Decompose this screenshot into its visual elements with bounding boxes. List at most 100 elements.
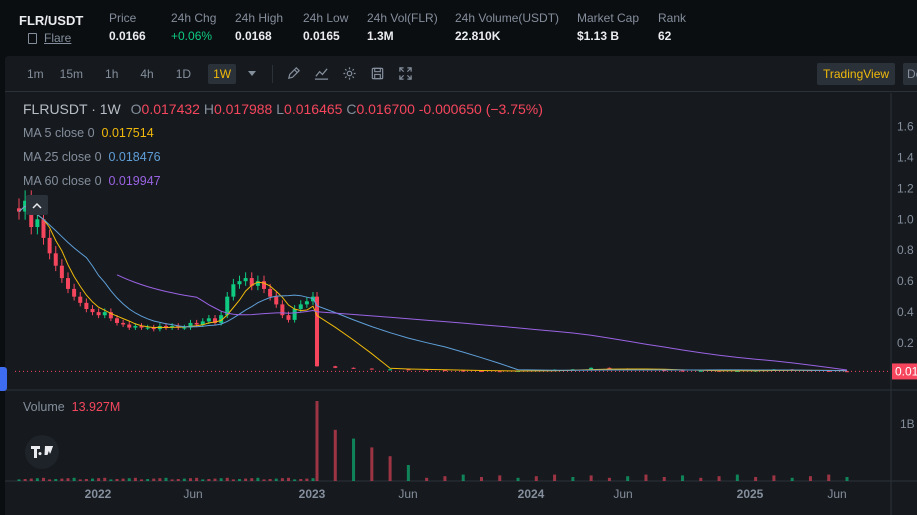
stat-value: 1.3M bbox=[367, 29, 394, 43]
volume-bar bbox=[250, 478, 254, 481]
timeframe-1w[interactable]: 1W bbox=[208, 63, 237, 84]
candle-body bbox=[249, 278, 254, 286]
volume-bar bbox=[91, 478, 94, 481]
pair-symbol[interactable]: FLR/USDT bbox=[19, 13, 84, 28]
depth-button[interactable]: Depth bbox=[903, 63, 917, 85]
tradingview-button[interactable]: TradingView bbox=[817, 63, 896, 85]
volume-bar bbox=[681, 475, 685, 481]
candle-body bbox=[121, 322, 126, 325]
candle-body bbox=[231, 284, 236, 297]
stat-24h-change: 24h Chg +0.06% bbox=[171, 11, 216, 43]
fullscreen-icon[interactable] bbox=[397, 66, 413, 82]
candle-body bbox=[90, 309, 95, 313]
candle-body bbox=[698, 370, 703, 372]
tradingview-logo-icon[interactable] bbox=[25, 435, 59, 469]
volume-axis-tick: 1B bbox=[900, 417, 915, 431]
volume-bar bbox=[103, 477, 107, 481]
price-axis-tick: 1.0 bbox=[897, 212, 914, 226]
indicator-icon[interactable] bbox=[313, 66, 329, 82]
volume-bar bbox=[607, 477, 611, 481]
ma60-legend: MA 60 close 0 0.019947 bbox=[23, 173, 161, 189]
candle-body bbox=[717, 370, 722, 372]
candle-body bbox=[442, 370, 447, 372]
volume-bar bbox=[54, 479, 58, 481]
ma25-label: MA 25 close 0 bbox=[23, 149, 102, 165]
volume-bar bbox=[170, 479, 174, 481]
change-value: -0.000650 (−3.75%) bbox=[418, 101, 543, 117]
volume-bar bbox=[146, 479, 150, 481]
stat-price: Price 0.0166 bbox=[109, 11, 146, 43]
candle-body bbox=[213, 318, 217, 323]
volume-bar bbox=[42, 477, 45, 481]
stat-label: 24h High bbox=[235, 11, 284, 25]
candle-body bbox=[735, 370, 740, 372]
price-axis-tick: 0.4 bbox=[897, 305, 914, 319]
volume-bar bbox=[479, 477, 483, 481]
save-icon[interactable] bbox=[369, 66, 385, 82]
volume-bar bbox=[280, 478, 284, 481]
stat-value: $1.13 B bbox=[577, 29, 620, 43]
price-axis-tick: 1.2 bbox=[897, 181, 914, 195]
more-timeframes-chevron-icon[interactable] bbox=[248, 71, 257, 76]
volume-bar bbox=[589, 475, 593, 481]
volume-bar bbox=[182, 478, 186, 481]
candle-body bbox=[78, 296, 83, 303]
volume-bar bbox=[498, 475, 502, 481]
volume-bar bbox=[790, 477, 794, 481]
volume-bar bbox=[158, 478, 162, 481]
candle-body bbox=[151, 327, 156, 330]
volume-bar bbox=[78, 479, 82, 481]
volume-bar bbox=[315, 401, 319, 481]
stat-label: Rank bbox=[658, 11, 687, 25]
candle-body bbox=[127, 324, 132, 328]
volume-bar bbox=[293, 479, 297, 481]
chart-symbol: FLRUSDT · 1W bbox=[23, 101, 121, 117]
price-chart[interactable]: 1.6 1.4 1.2 1.0 0.8 0.6 0.4 0.2 0.0166 1B 2022 Jun 2… bbox=[5, 93, 917, 515]
volume-bar bbox=[299, 479, 303, 481]
candle-body bbox=[164, 326, 168, 328]
time-axis-tick: Jun bbox=[398, 487, 417, 501]
volume-bar bbox=[333, 429, 337, 481]
candle-body bbox=[219, 315, 224, 323]
timeframe-1m[interactable]: 1m bbox=[27, 66, 44, 81]
stat-label: 24h Chg bbox=[171, 11, 217, 25]
coin-name-link[interactable]: Flare bbox=[28, 31, 71, 45]
candle-body bbox=[72, 288, 77, 297]
volume-bar bbox=[571, 477, 575, 481]
timeframe-15m[interactable]: 15m bbox=[59, 66, 84, 81]
pencil-icon[interactable] bbox=[285, 66, 301, 82]
volume-bar bbox=[461, 474, 465, 481]
volume-bar bbox=[207, 479, 211, 481]
candle-body bbox=[351, 367, 356, 369]
candle-body bbox=[41, 219, 46, 238]
volume-bar bbox=[808, 476, 812, 481]
volume-bar bbox=[443, 476, 447, 481]
volume-bar bbox=[66, 478, 70, 481]
volume-bar bbox=[553, 474, 557, 481]
ma60-line bbox=[116, 274, 848, 371]
volume-bar bbox=[109, 479, 113, 481]
timeframe-1h[interactable]: 1h bbox=[105, 66, 119, 81]
volume-bar bbox=[23, 479, 27, 481]
candle-body bbox=[139, 326, 144, 328]
coin-name[interactable]: Flare bbox=[44, 31, 72, 45]
stat-value: +0.06% bbox=[171, 29, 213, 43]
close-value: 0.016700 bbox=[356, 101, 415, 117]
candle-body bbox=[461, 370, 466, 372]
candle-body bbox=[268, 288, 273, 297]
volume-label: Volume bbox=[23, 400, 65, 414]
timeframe-4h[interactable]: 4h bbox=[140, 66, 154, 81]
side-panel-toggle[interactable] bbox=[0, 367, 7, 391]
volume-bar bbox=[311, 478, 315, 481]
stat-24h-volume-usdt: 24h Volume(USDT) 22.810K bbox=[455, 11, 559, 43]
volume-bar bbox=[213, 478, 217, 481]
collapse-legend-chevron-up-icon[interactable] bbox=[26, 195, 48, 215]
candle-body bbox=[424, 369, 429, 371]
volume-bar bbox=[195, 477, 199, 481]
settings-icon[interactable] bbox=[341, 66, 357, 82]
candle-body bbox=[145, 327, 150, 329]
volume-bar bbox=[425, 477, 429, 481]
volume-value: 13.927M bbox=[71, 400, 121, 414]
volume-bar bbox=[735, 474, 739, 481]
timeframe-1d[interactable]: 1D bbox=[175, 66, 192, 81]
